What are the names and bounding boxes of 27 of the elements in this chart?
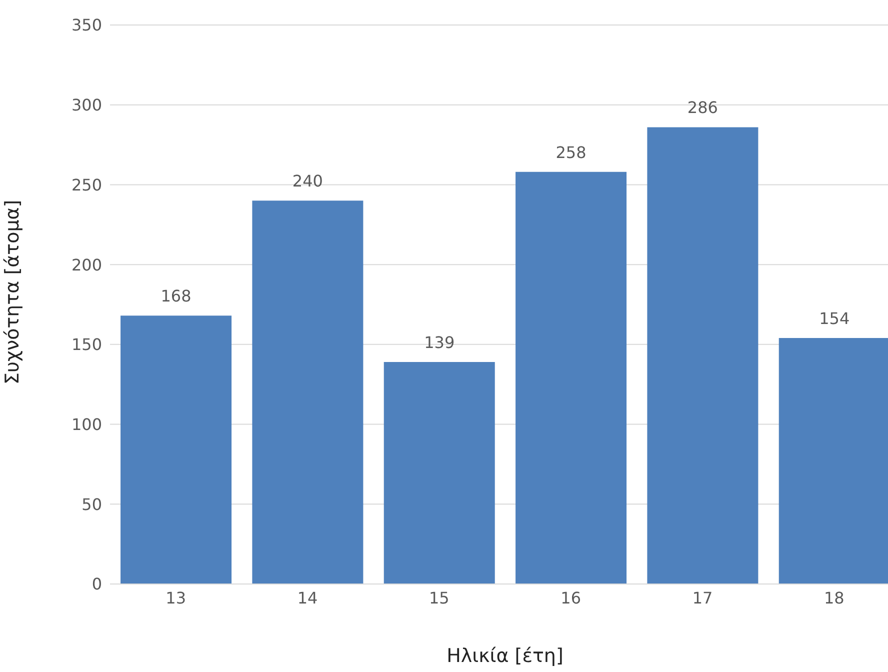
- y-tick-label: 100: [71, 414, 102, 434]
- x-tick-label: 14: [297, 588, 318, 608]
- bar: [120, 316, 232, 584]
- bar: [384, 362, 495, 584]
- y-tick-label: 0: [92, 574, 102, 594]
- bar: [647, 127, 758, 584]
- data-label: 168: [160, 286, 192, 306]
- y-axis-title: Συχνότητα [άτομα]: [2, 200, 24, 384]
- x-tick-label: 13: [166, 588, 186, 608]
- x-tick-label: 17: [692, 588, 713, 608]
- y-tick-label: 300: [71, 96, 102, 115]
- y-tick-label: 250: [71, 175, 102, 194]
- y-tick-label: 50: [82, 494, 102, 514]
- bar: [516, 172, 627, 584]
- x-axis-title: Ηλικία [έτη]: [446, 645, 564, 667]
- data-label: 286: [687, 98, 718, 118]
- x-tick-label: 16: [560, 588, 582, 608]
- y-tick-label: 200: [71, 255, 102, 274]
- data-label: 240: [292, 172, 323, 191]
- y-tick-label: 350: [71, 16, 102, 35]
- x-tick-label: 18: [824, 588, 844, 608]
- y-tick-label: 150: [71, 335, 102, 354]
- bar: [252, 200, 364, 584]
- data-label: 154: [819, 309, 850, 328]
- data-label: 258: [556, 142, 586, 162]
- data-label: 139: [424, 332, 455, 352]
- x-tick-label: 15: [428, 588, 450, 608]
